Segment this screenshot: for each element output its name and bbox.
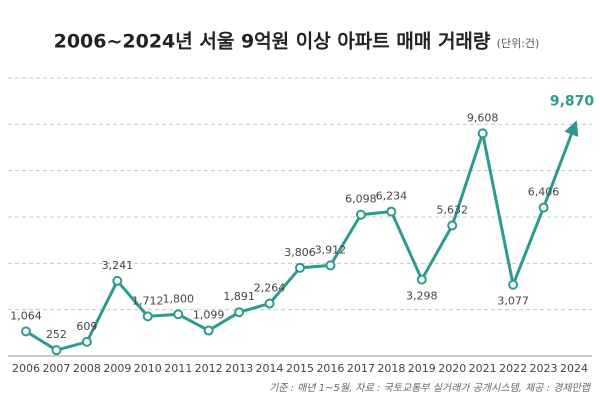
point (234, 307, 245, 318)
data-label: 9,870 (550, 93, 595, 109)
x-tick-label: 2022 (499, 362, 527, 375)
data-label: 3,077 (497, 295, 529, 308)
data-label: 1,800 (162, 292, 194, 305)
line (25, 120, 579, 352)
point (81, 336, 92, 347)
point (477, 128, 488, 139)
data-label: 609 (76, 320, 97, 333)
point (508, 279, 519, 290)
point (416, 274, 427, 285)
x-tick-label: 2013 (225, 362, 253, 375)
data-label: 3,912 (315, 243, 347, 256)
point (325, 260, 336, 271)
point (264, 298, 275, 309)
point (538, 202, 549, 213)
x-tick-label: 2015 (286, 362, 314, 375)
point (355, 209, 366, 220)
x-tick-label: 2008 (73, 362, 101, 375)
x-tick-label: 2012 (195, 362, 223, 375)
chart-subtitle: (단위:건) (497, 37, 540, 50)
data-label: 1,891 (223, 290, 255, 303)
data-label: 3,241 (102, 259, 134, 272)
source-note: 기준 : 매년 1~5월, 자료 : 국토교통부 실거래가 공개시스템, 제공 … (269, 382, 592, 394)
point (142, 311, 153, 322)
data-label: 5,632 (436, 204, 468, 217)
point (112, 275, 123, 286)
data-label: 252 (46, 328, 67, 341)
x-tick-label: 2023 (530, 362, 558, 375)
point (173, 309, 184, 320)
x-tick-label: 2019 (408, 362, 436, 375)
x-tick-label: 2018 (377, 362, 405, 375)
x-tick-label: 2020 (438, 362, 466, 375)
data-label: 3,298 (406, 290, 438, 303)
data-label: 3,806 (284, 246, 316, 259)
data-label: 1,099 (193, 309, 225, 322)
point (447, 220, 458, 231)
x-tick-label: 2024 (560, 362, 588, 375)
x-tick-label: 2006 (12, 362, 40, 375)
point (386, 206, 397, 217)
data-label: 6,234 (376, 190, 408, 203)
x-tick-label: 2011 (164, 362, 192, 375)
data-label: 6,098 (345, 193, 377, 206)
point (295, 262, 305, 273)
data-label: 2,264 (254, 282, 286, 295)
data-label: 9,608 (467, 111, 499, 124)
data-label: 6,406 (528, 186, 560, 199)
point (21, 326, 31, 337)
x-tick-label: 2016 (316, 362, 344, 375)
point (51, 345, 62, 356)
chart-title: 2006~2024년 서울 9억원 이상 아파트 매매 거래량 (54, 31, 491, 53)
data-label: 1,064 (10, 309, 42, 322)
x-tick-label: 2021 (469, 362, 497, 375)
data-label: 1,712 (132, 294, 164, 307)
x-tick-label: 2010 (134, 362, 162, 375)
x-tick-label: 2014 (256, 362, 284, 375)
x-tick-label: 2017 (347, 362, 375, 375)
x-tick-label: 2009 (103, 362, 131, 375)
x-tick-label: 2007 (42, 362, 70, 375)
point (203, 325, 214, 336)
